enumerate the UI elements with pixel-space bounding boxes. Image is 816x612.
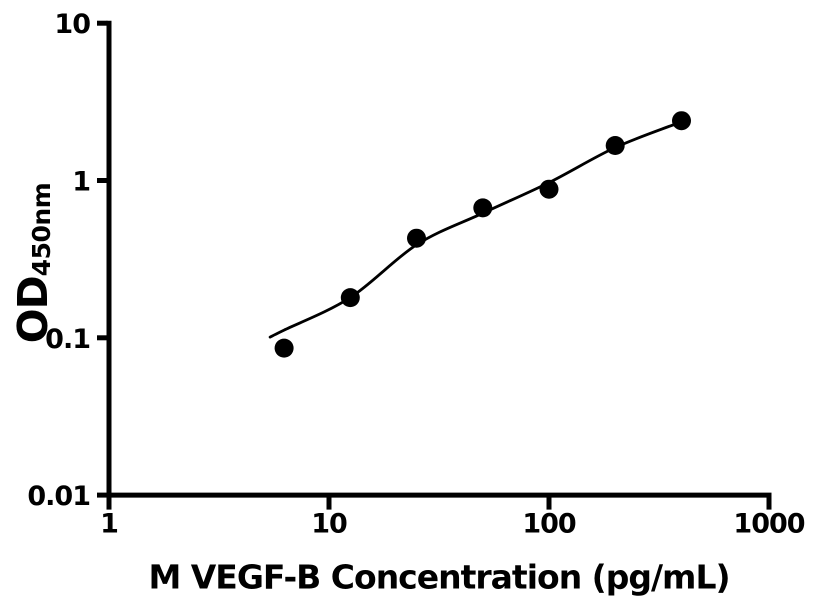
data-point: [407, 228, 426, 248]
data-point: [605, 136, 625, 155]
x-tick-label: 1000: [733, 509, 804, 540]
y-axis-title-sub: 450nm: [27, 182, 56, 277]
x-axis-title: M VEGF-B Concentration (pg/mL): [148, 557, 730, 597]
y-tick-label: 1: [72, 167, 90, 198]
data-point: [340, 288, 360, 308]
y-axis-title: OD450nm: [9, 183, 57, 343]
data-point: [473, 198, 493, 218]
data-point: [274, 338, 294, 358]
data-point: [539, 179, 559, 199]
x-tick-label: 10: [311, 509, 347, 540]
y-tick-label: 0.01: [27, 481, 90, 512]
x-tick-label: 100: [522, 509, 576, 540]
data-point: [672, 111, 691, 131]
x-tick-label: 1: [100, 509, 118, 540]
fit-curve: [268, 120, 683, 339]
y-tick-label: 10: [54, 9, 90, 40]
y-tick-label: 0.1: [45, 324, 90, 355]
y-axis-title-main: OD: [9, 276, 57, 344]
